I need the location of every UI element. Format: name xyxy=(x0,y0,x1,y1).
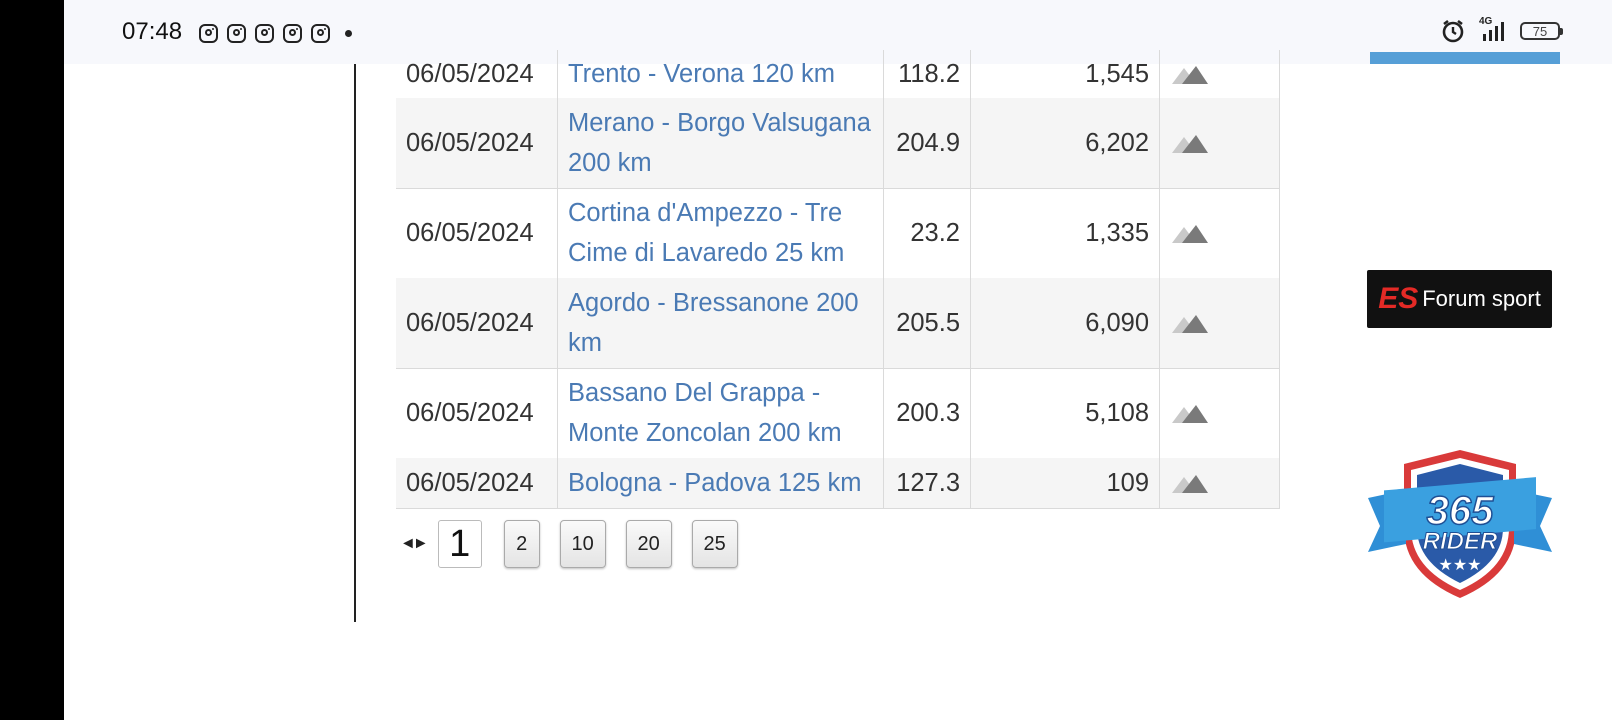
instagram-icon xyxy=(283,23,302,43)
table-row[interactable]: 06/05/2024 Merano - Borgo Valsugana 200 k… xyxy=(396,98,1280,189)
battery-icon: 75 xyxy=(1520,22,1563,40)
table-row[interactable]: 06/05/2024 Agordo - Bressanone 200 km 205.… xyxy=(396,278,1280,369)
status-time: 07:48 xyxy=(122,18,183,45)
instagram-icon xyxy=(227,23,246,43)
ride-elevation: 1,335 xyxy=(971,188,1160,278)
ride-date: 06/05/2024 xyxy=(396,278,558,368)
alarm-icon xyxy=(1442,19,1464,43)
forum-sport-logo[interactable]: ES Forum sport xyxy=(1367,270,1552,328)
ride-distance: 200.3 xyxy=(884,368,971,458)
page-2-button[interactable]: 2 xyxy=(503,520,540,568)
table-row[interactable]: 06/05/2024 Bologna - Padova 125 km 127.3 10… xyxy=(396,458,1280,509)
forum-sport-mark: ES xyxy=(1378,282,1419,315)
ride-distance: 204.9 xyxy=(884,98,971,188)
ride-distance: 118.2 xyxy=(884,50,971,98)
ride-profile-cell[interactable] xyxy=(1160,368,1280,458)
ride-date: 06/05/2024 xyxy=(396,188,558,278)
table-row[interactable]: 06/05/2024 Cortina d'Ampezzo - Tre Cime d… xyxy=(396,188,1280,279)
partner-logo-partial xyxy=(1362,52,1562,72)
ride-profile-cell[interactable] xyxy=(1160,278,1280,368)
ride-elevation: 109 xyxy=(971,458,1160,508)
ride-elevation: 5,108 xyxy=(971,368,1160,458)
mountain-profile-icon[interactable] xyxy=(1172,133,1208,153)
network-type: 4G xyxy=(1479,16,1493,27)
svg-text:★★★: ★★★ xyxy=(1438,555,1481,574)
instagram-icon xyxy=(199,23,218,43)
mountain-profile-icon[interactable] xyxy=(1172,223,1208,243)
mountain-profile-icon[interactable] xyxy=(1172,473,1208,493)
page-20-button[interactable]: 20 xyxy=(625,520,672,568)
mountain-profile-icon[interactable] xyxy=(1172,313,1208,333)
ride-date: 06/05/2024 xyxy=(396,50,558,98)
table-row[interactable]: 06/05/2024 Trento - Verona 120 km 118.2 1,5… xyxy=(396,50,1280,99)
instagram-icon xyxy=(255,23,274,43)
ride-date: 06/05/2024 xyxy=(396,98,558,188)
ride-distance: 205.5 xyxy=(884,278,971,368)
rider-text: RIDER xyxy=(1423,528,1498,555)
notification-icons xyxy=(199,20,352,46)
ride-elevation: 1,545 xyxy=(971,50,1160,98)
mountain-profile-icon[interactable] xyxy=(1172,64,1208,84)
shield-icon: 365 RIDER ★★★ xyxy=(1368,450,1552,598)
forum-sport-text: Forum sport xyxy=(1422,286,1541,311)
page-current: 1 xyxy=(437,520,482,568)
ride-name-link[interactable]: Merano - Borgo Valsugana 200 km xyxy=(558,98,884,188)
ride-name-link[interactable]: Trento - Verona 120 km xyxy=(558,50,884,98)
ride-name-link[interactable]: Cortina d'Ampezzo - Tre Cime di Lavaredo… xyxy=(558,188,884,278)
ride-name-link[interactable]: Bologna - Padova 125 km xyxy=(558,458,884,508)
365-text: 365 xyxy=(1427,489,1494,533)
system-icons: 4G 75 xyxy=(1440,16,1563,44)
ride-distance: 23.2 xyxy=(884,188,971,278)
ride-distance: 127.3 xyxy=(884,458,971,508)
ride-name-link[interactable]: Bassano Del Grappa - Monte Zoncolan 200 … xyxy=(558,368,884,458)
table-row[interactable]: 06/05/2024 Bassano Del Grappa - Monte Zon… xyxy=(396,368,1280,459)
left-black-bar xyxy=(0,0,64,720)
ride-profile-cell[interactable] xyxy=(1160,458,1280,508)
pagination: ◄► 1 2 10 20 25 xyxy=(400,520,758,568)
pagination-arrows[interactable]: ◄► xyxy=(400,535,429,552)
page-10-button[interactable]: 10 xyxy=(559,520,606,568)
battery-level: 75 xyxy=(1532,23,1548,39)
instagram-icon xyxy=(311,23,330,43)
ride-profile-cell[interactable] xyxy=(1160,188,1280,278)
365-rider-logo[interactable]: 365 RIDER ★★★ xyxy=(1366,446,1554,601)
ride-profile-cell[interactable] xyxy=(1160,98,1280,188)
mountain-profile-icon[interactable] xyxy=(1172,403,1208,423)
page-25-button[interactable]: 25 xyxy=(691,520,738,568)
ride-name-link[interactable]: Agordo - Bressanone 200 km xyxy=(558,278,884,368)
ride-elevation: 6,090 xyxy=(971,278,1160,368)
content-divider xyxy=(354,64,356,622)
ride-profile-cell[interactable] xyxy=(1160,50,1280,98)
ride-elevation: 6,202 xyxy=(971,98,1160,188)
ride-date: 06/05/2024 xyxy=(396,368,558,458)
cellular-signal-icon: 4G xyxy=(1478,16,1508,44)
more-notifications-dot xyxy=(345,29,352,37)
status-bar: 07:48 4G 75 xyxy=(64,0,1612,64)
ride-date: 06/05/2024 xyxy=(396,458,558,508)
